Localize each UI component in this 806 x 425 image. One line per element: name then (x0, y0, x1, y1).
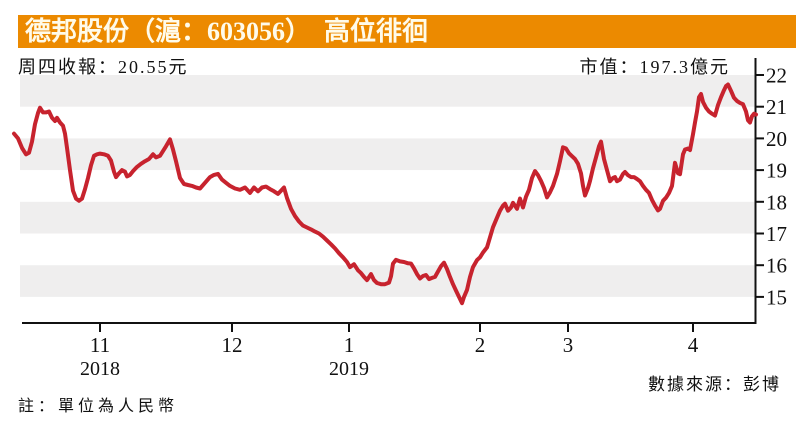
market-cap-text: 市值：197.3億元 (579, 57, 730, 77)
y-tick-label: 20 (766, 127, 787, 151)
y-tick-label: 19 (766, 159, 787, 183)
y-tick-label: 18 (766, 190, 787, 214)
x-tick-label: 11 (90, 333, 110, 357)
x-tick-label: 4 (688, 333, 699, 357)
x-tick-label: 2 (475, 333, 486, 357)
y-tick-label: 15 (766, 285, 787, 309)
close-price-text: 周四收報：20.55元 (18, 57, 189, 77)
y-band (20, 201, 756, 234)
year-label: 2019 (329, 358, 369, 380)
y-tick-label: 17 (766, 222, 787, 246)
data-source-text: 數據來源：彭博 (648, 375, 781, 394)
footnote-text: 註：單位為人民幣 (18, 398, 179, 415)
x-tick-label: 3 (563, 333, 574, 357)
y-band (20, 138, 756, 171)
headline-bar: 德邦股份（滬：603056） 高位徘徊 (18, 15, 796, 48)
y-tick-label: 21 (766, 95, 787, 119)
headline-title: 德邦股份（滬：603056） 高位徘徊 (25, 17, 429, 46)
y-tick-label: 22 (766, 64, 787, 88)
x-tick-label: 1 (344, 333, 355, 357)
y-tick-label: 16 (766, 254, 787, 278)
y-band (20, 75, 756, 107)
x-tick-label: 12 (222, 333, 243, 357)
price-line (12, 82, 758, 306)
year-label: 2018 (80, 358, 120, 380)
